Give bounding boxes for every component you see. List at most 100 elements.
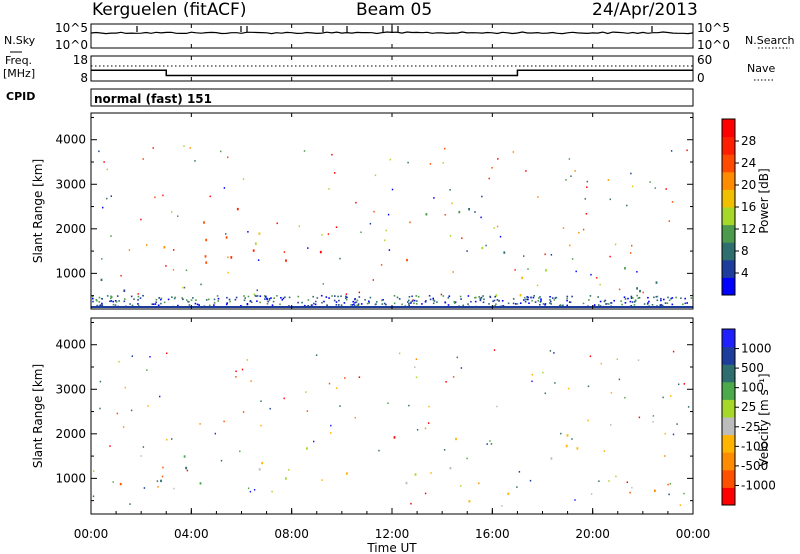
data-cell xyxy=(124,386,126,389)
data-cell xyxy=(171,438,173,440)
noise-sky-line xyxy=(90,31,694,35)
data-cell xyxy=(565,444,568,448)
data-cell xyxy=(383,302,386,305)
data-cell xyxy=(92,297,94,300)
data-cell xyxy=(177,304,179,307)
data-cell xyxy=(526,296,528,298)
data-cell xyxy=(604,299,607,302)
data-cell xyxy=(531,380,533,383)
data-cell xyxy=(503,251,506,254)
data-cell xyxy=(672,433,675,436)
data-cell xyxy=(676,423,678,425)
data-cell xyxy=(166,438,168,441)
data-cell xyxy=(385,303,387,306)
data-cell xyxy=(668,299,671,302)
data-cell xyxy=(119,482,122,486)
data-cell xyxy=(647,302,649,304)
data-cell xyxy=(668,493,670,496)
data-cell xyxy=(454,301,457,303)
data-cell xyxy=(339,257,341,260)
data-cell xyxy=(416,429,419,431)
data-cell xyxy=(512,151,514,153)
x-tick-label: 00:00 xyxy=(74,527,109,541)
data-cell xyxy=(576,447,579,450)
data-cell xyxy=(427,422,430,424)
data-cell xyxy=(269,407,271,410)
data-cell xyxy=(257,259,260,261)
data-cell xyxy=(494,295,496,298)
data-cell xyxy=(354,301,356,304)
data-cell xyxy=(493,227,495,229)
data-cell xyxy=(558,305,561,307)
velocity-colorbar-label: Velocity [m s⁻¹] xyxy=(757,373,771,466)
data-cell xyxy=(429,298,432,301)
data-cell xyxy=(146,369,148,371)
data-cell xyxy=(149,356,151,358)
data-cell xyxy=(432,299,435,301)
data-cell xyxy=(183,286,186,289)
data-cell xyxy=(328,188,330,190)
data-cell xyxy=(298,225,300,228)
data-cell xyxy=(470,300,472,303)
data-cell xyxy=(409,221,411,224)
data-cell xyxy=(230,256,233,259)
data-cell xyxy=(259,301,261,304)
colorbar-swatch xyxy=(722,224,735,243)
data-cell xyxy=(368,302,370,304)
data-cell xyxy=(642,291,644,294)
data-cell xyxy=(413,299,416,302)
data-cell xyxy=(307,305,310,307)
data-cell xyxy=(429,163,432,165)
data-cell xyxy=(166,352,168,355)
data-cell xyxy=(678,383,680,386)
freq-right-tick-bottom: 0 xyxy=(697,71,705,85)
data-cell xyxy=(99,380,102,383)
data-cell xyxy=(588,299,590,301)
data-cell xyxy=(630,297,633,299)
data-cell xyxy=(393,302,396,305)
data-cell xyxy=(375,301,378,303)
data-cell xyxy=(328,297,330,299)
data-cell xyxy=(596,277,598,279)
nave-label: Nave xyxy=(747,62,775,75)
freq-panel: 18 8 60 0 Freq. [MHz] Nave xyxy=(3,53,775,85)
data-cell xyxy=(305,391,307,393)
data-cell xyxy=(486,443,488,445)
data-cell xyxy=(647,296,649,299)
data-cell xyxy=(683,383,685,385)
colorbar-swatch xyxy=(722,119,735,138)
data-cell xyxy=(225,236,228,239)
data-cell xyxy=(92,495,95,498)
data-cell xyxy=(414,473,417,476)
data-cell xyxy=(459,295,462,298)
data-cell xyxy=(442,162,444,164)
data-cell xyxy=(258,468,261,471)
data-cell xyxy=(360,231,362,234)
data-cell xyxy=(243,295,245,297)
data-cell xyxy=(527,296,530,299)
data-cell xyxy=(331,153,333,156)
data-cell xyxy=(624,302,627,304)
data-cell xyxy=(171,211,173,213)
data-cell xyxy=(537,300,540,302)
colorbar-tick-label: 24 xyxy=(741,156,756,170)
colorbar-tick-label: 500 xyxy=(741,361,764,375)
data-cell xyxy=(532,296,535,299)
data-cell xyxy=(253,293,255,295)
data-cell xyxy=(186,299,188,301)
data-cell xyxy=(288,296,291,299)
data-cell xyxy=(478,482,480,485)
data-cell xyxy=(388,249,391,251)
data-cell xyxy=(525,298,527,301)
data-cell xyxy=(360,303,363,305)
data-cell xyxy=(196,303,199,306)
data-cell xyxy=(279,303,281,306)
data-cell xyxy=(204,255,207,258)
data-cell xyxy=(474,211,476,213)
colorbar-swatch xyxy=(722,399,735,418)
data-cell xyxy=(671,297,674,299)
data-cell xyxy=(549,296,551,298)
data-cell xyxy=(533,295,535,297)
colorbar-swatch xyxy=(722,381,735,400)
data-cell xyxy=(626,204,628,207)
